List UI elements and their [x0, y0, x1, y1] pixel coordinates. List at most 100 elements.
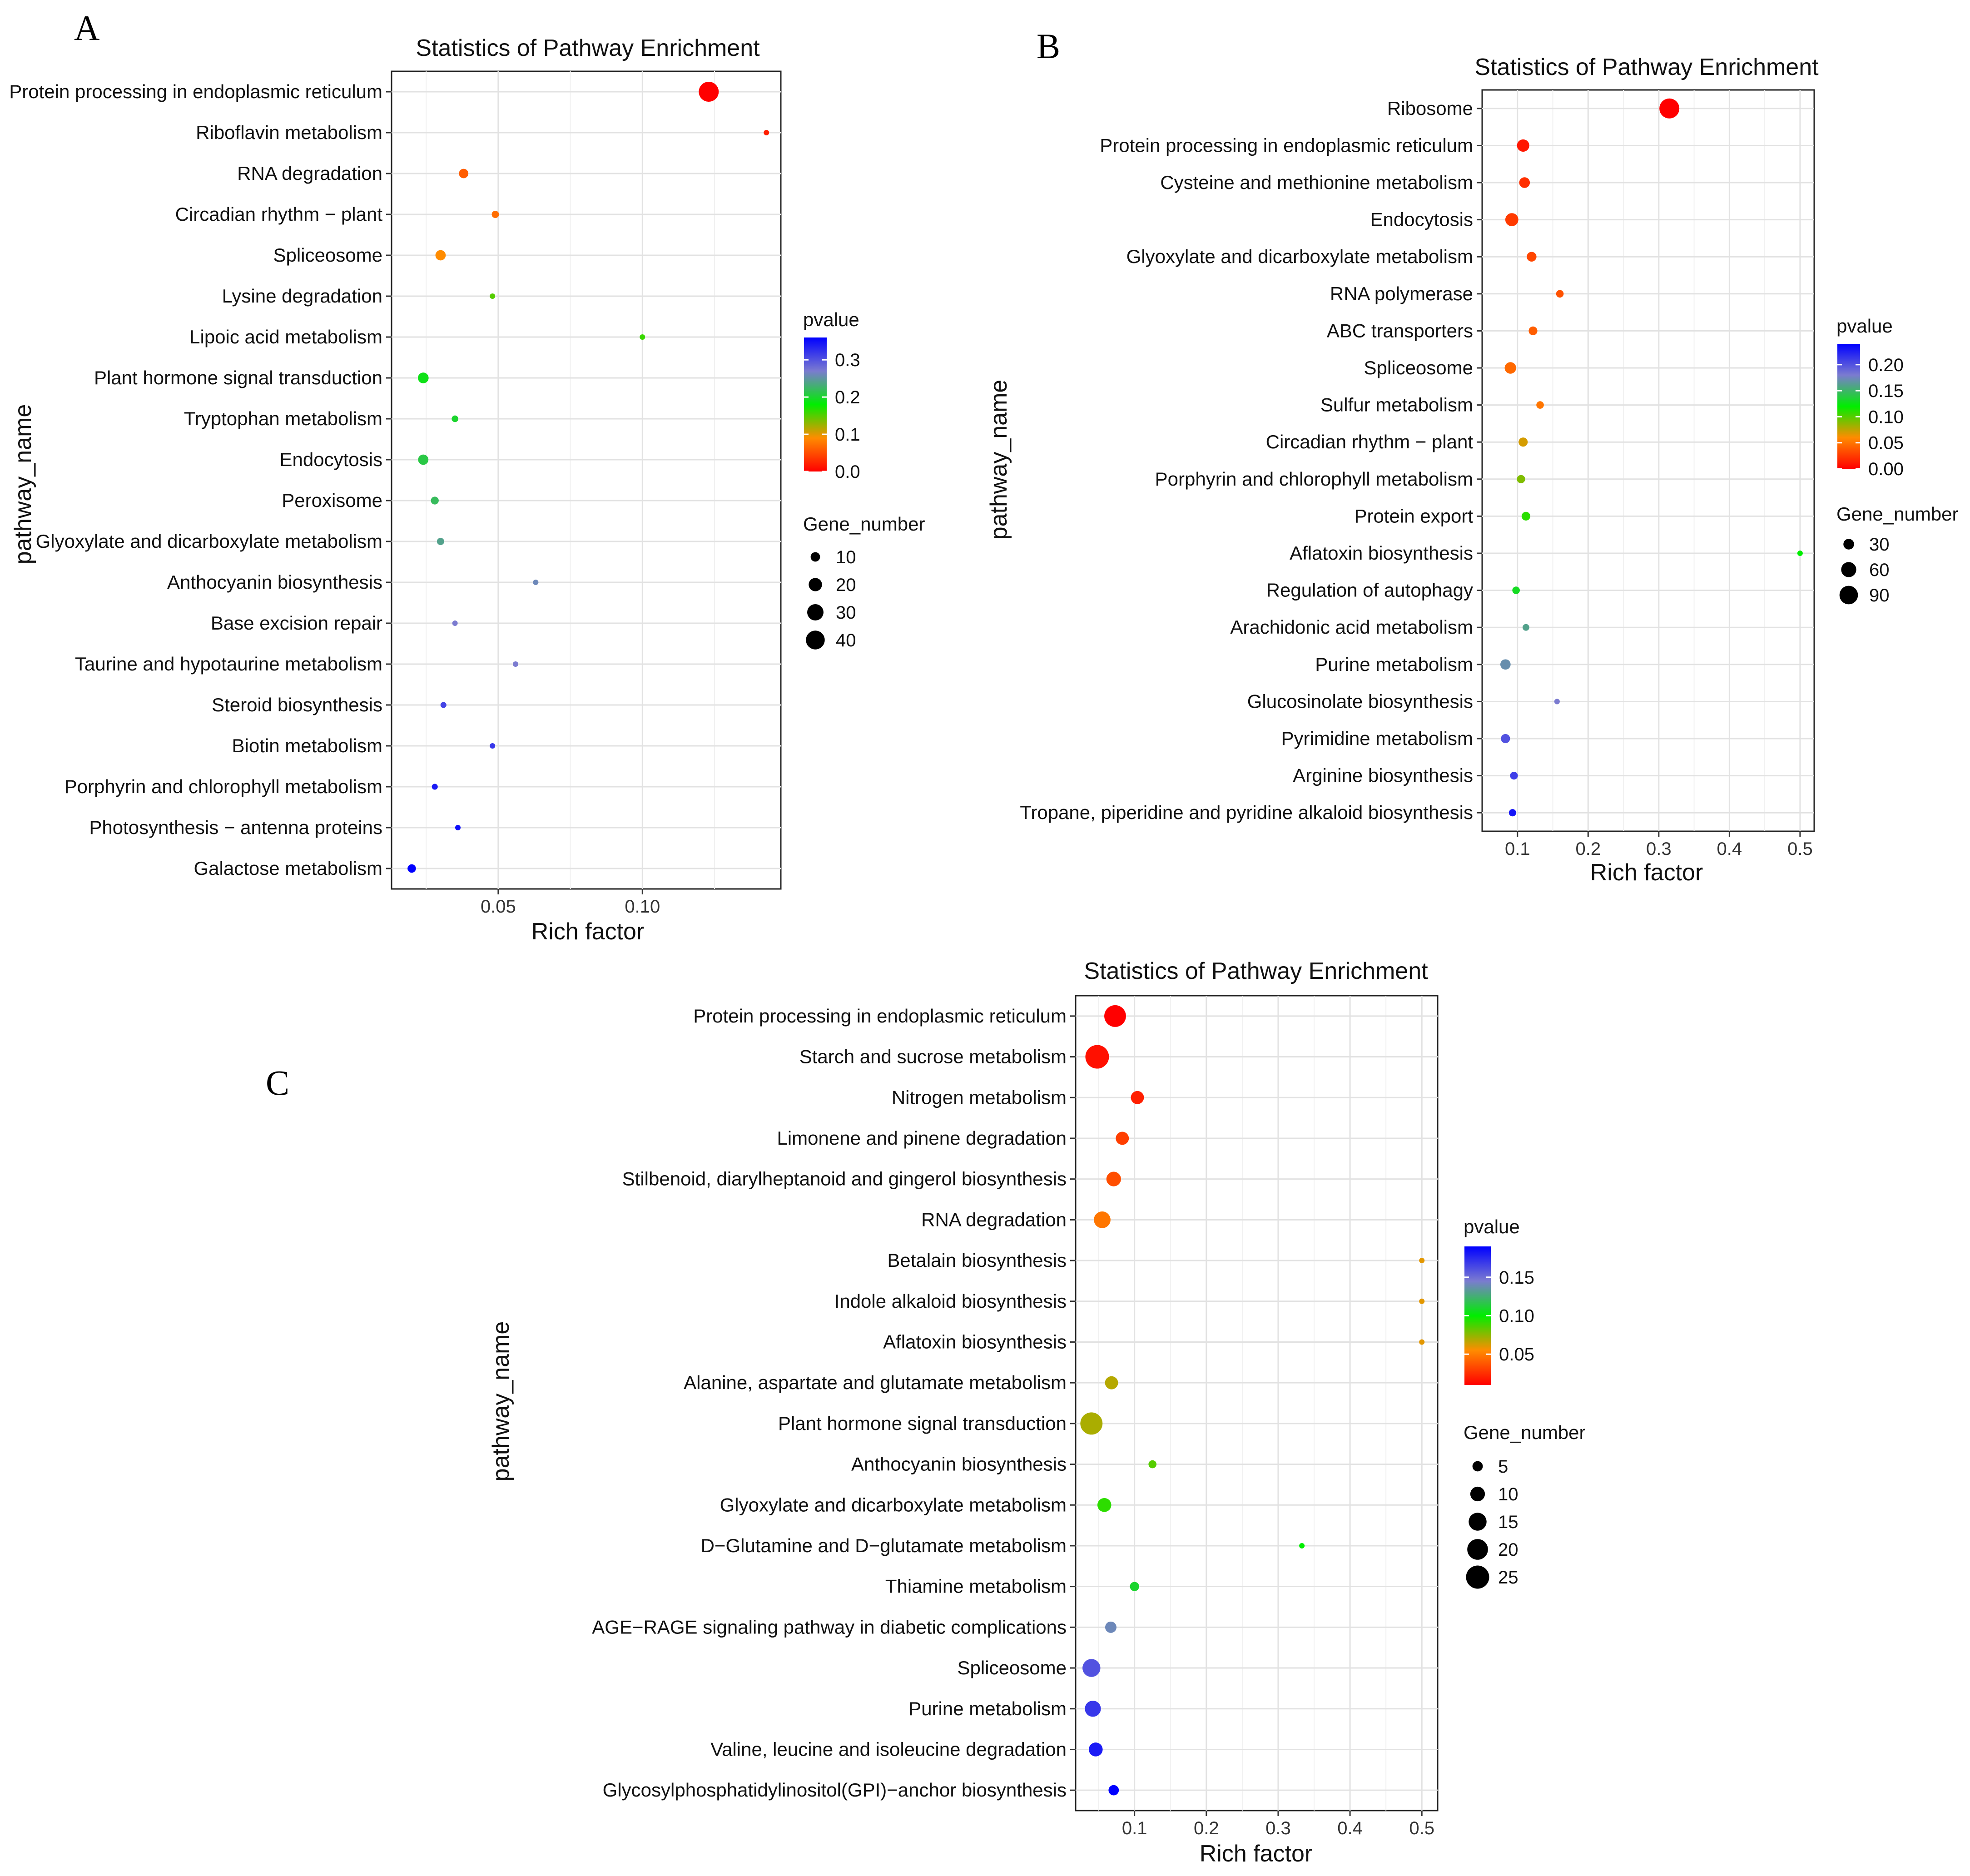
panel-b-y-axis-title: pathway_name: [986, 380, 1012, 540]
data-point: [437, 537, 444, 546]
size-legend-dot: [1467, 1539, 1488, 1560]
size-legend-label: 30: [1869, 535, 1890, 555]
data-point: [1556, 290, 1564, 298]
panel-b-letter: B: [1037, 26, 1060, 66]
pathway-label: ABC transporters: [1327, 320, 1473, 341]
size-legend-dot: [1472, 1461, 1483, 1472]
data-point: [1500, 659, 1511, 670]
data-point: [1106, 1171, 1121, 1186]
pathway-label: RNA degradation: [921, 1209, 1067, 1230]
pathway-label: RNA polymerase: [1330, 283, 1473, 304]
pathway-label: Protein processing in endoplasmic reticu…: [693, 1005, 1067, 1027]
pathway-label: Endocytosis: [1370, 209, 1473, 230]
colorbar-tick-label: 0.20: [1868, 355, 1904, 375]
colorbar-tick-label: 0.05: [1499, 1345, 1534, 1365]
data-point: [452, 620, 458, 626]
data-point: [1797, 551, 1803, 556]
pathway-label: Glyoxylate and dicarboxylate metabolism: [720, 1494, 1067, 1515]
colorbar-tick-label: 0.10: [1868, 407, 1904, 427]
size-legend-label: 60: [1869, 560, 1890, 580]
pathway-label: D−Glutamine and D−glutamate metabolism: [701, 1535, 1067, 1556]
pathway-label: Anthocyanin biosynthesis: [851, 1454, 1067, 1475]
panel-c-pvalue-legend-title: pvalue: [1464, 1216, 1520, 1237]
pathway-label: Purine metabolism: [908, 1698, 1067, 1719]
pathway-label: Aflatoxin biosynthesis: [883, 1331, 1067, 1352]
pathway-label: Spliceosome: [958, 1657, 1067, 1678]
size-legend-label: 30: [836, 603, 856, 623]
pathway-label: Nitrogen metabolism: [892, 1087, 1067, 1108]
data-point: [1130, 1582, 1139, 1591]
pathway-label: Cysteine and methionine metabolism: [1160, 172, 1473, 193]
data-point: [1085, 1045, 1109, 1069]
pathway-label: Regulation of autophagy: [1266, 580, 1473, 601]
data-point: [533, 580, 539, 585]
pathway-label: Protein processing in endoplasmic reticu…: [1100, 134, 1473, 156]
colorbar-tick-label: 0.15: [1868, 381, 1904, 401]
data-point: [1105, 1621, 1116, 1633]
panel-b-gene-number-legend-title: Gene_number: [1836, 503, 1959, 525]
size-legend-dot: [809, 578, 822, 591]
pathway-label: Aflatoxin biosynthesis: [1290, 542, 1473, 564]
pathway-label: Peroxisome: [282, 490, 382, 511]
data-point: [1419, 1258, 1425, 1264]
pathway-label: Anthocyanin biosynthesis: [167, 571, 382, 593]
x-tick-label: 0.2: [1194, 1818, 1219, 1838]
panel-c: Statistics of Pathway Enrichment Rich fa…: [488, 958, 1586, 1867]
data-point: [1419, 1339, 1425, 1345]
data-point: [1116, 1132, 1129, 1145]
size-legend-dot: [1466, 1565, 1489, 1589]
data-point: [1518, 437, 1528, 447]
pathway-label: Spliceosome: [273, 244, 382, 266]
pathway-label: Base excision repair: [211, 612, 382, 634]
x-tick-label: 0.4: [1717, 839, 1742, 859]
pathway-label: Circadian rhythm − plant: [1266, 431, 1474, 452]
data-point: [432, 784, 438, 790]
pathway-label: Porphyrin and chlorophyll metabolism: [65, 776, 382, 797]
data-point: [1659, 98, 1680, 119]
panel-b-x-axis-title: Rich factor: [1590, 859, 1703, 886]
data-point: [431, 496, 439, 505]
panel-c-gene-number-legend-title: Gene_number: [1464, 1422, 1586, 1443]
data-point: [1094, 1211, 1111, 1228]
pvalue-colorbar: [1837, 344, 1860, 469]
data-point: [1108, 1785, 1119, 1796]
pathway-label: Limonene and pinene degradation: [777, 1127, 1067, 1149]
colorbar-tick-label: 0.10: [1499, 1306, 1534, 1326]
x-tick-label: 0.1: [1122, 1818, 1147, 1838]
data-point: [1509, 809, 1516, 817]
colorbar-tick-label: 0.15: [1499, 1268, 1534, 1288]
pathway-label: Plant hormone signal transduction: [94, 367, 382, 388]
size-legend-dot: [1841, 562, 1856, 577]
data-point: [435, 250, 446, 261]
data-point: [1501, 734, 1510, 744]
data-point: [512, 661, 518, 667]
pathway-label: Lysine degradation: [222, 285, 382, 307]
data-point: [699, 82, 719, 102]
data-point: [455, 825, 461, 830]
pathway-label: Protein export: [1355, 505, 1474, 526]
data-point: [1536, 401, 1544, 409]
x-tick-label: 0.5: [1409, 1818, 1434, 1838]
data-point: [1505, 213, 1518, 227]
size-legend-label: 10: [1498, 1484, 1518, 1504]
pathway-label: Lipoic acid metabolism: [189, 326, 382, 347]
panel-c-x-axis-title: Rich factor: [1200, 1841, 1313, 1867]
panel-a-pvalue-legend-title: pvalue: [803, 309, 859, 330]
size-legend-dot: [1469, 1513, 1487, 1531]
data-point: [418, 454, 429, 465]
size-legend-dot: [1839, 586, 1858, 605]
pathway-label: Glyoxylate and dicarboxylate metabolism: [1126, 246, 1473, 267]
pathway-label: Porphyrin and chlorophyll metabolism: [1155, 468, 1473, 490]
pathway-label: Alanine, aspartate and glutamate metabol…: [684, 1372, 1067, 1393]
pathway-label: Biotin metabolism: [232, 735, 382, 756]
data-point: [1419, 1298, 1425, 1304]
size-legend-dot: [806, 630, 825, 650]
panel-a-y-axis-title: pathway_name: [10, 404, 36, 565]
pathway-label: Galactose metabolism: [194, 858, 382, 879]
x-tick-label: 0.1: [1505, 839, 1530, 859]
pathway-label: Ribosome: [1387, 98, 1473, 119]
panel-a: Statistics of Pathway Enrichment Rich fa…: [9, 35, 925, 945]
data-point: [1522, 624, 1529, 631]
pathway-label: Sulfur metabolism: [1320, 394, 1473, 416]
